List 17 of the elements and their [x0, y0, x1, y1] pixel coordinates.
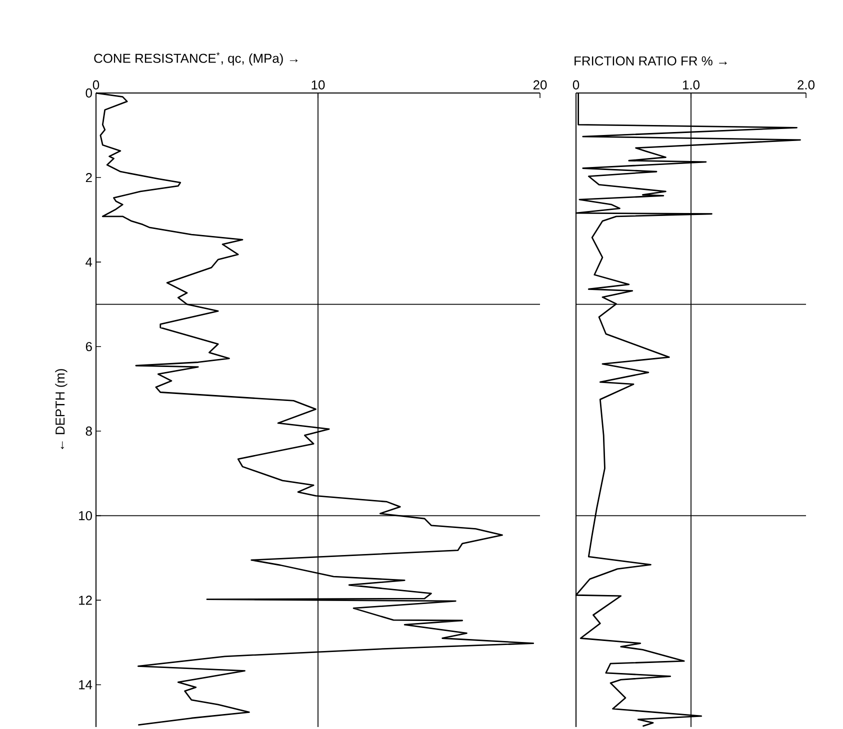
x-axis-title: FRICTION RATIO FR % → — [574, 56, 727, 66]
x-tick-label: 1.0 — [682, 80, 700, 90]
y-tick-label: 12 — [79, 596, 92, 605]
y-tick-label: 2 — [86, 173, 92, 182]
y-tick-label: 0 — [86, 88, 92, 98]
y-tick-label: 10 — [79, 511, 92, 520]
y-tick-label: 6 — [86, 342, 92, 352]
x-tick-label: 20 — [533, 80, 547, 90]
x-axis-title: CONE RESISTANCE$^{*}$, qc, (MPa) → — [94, 52, 298, 66]
y-axis-title: ← DEPTH (m) — [55, 369, 68, 450]
x-tick-label: 2.0 — [798, 80, 815, 90]
x-tick-label: 0 — [92, 80, 100, 90]
y-tick-label: 4 — [86, 258, 92, 267]
y-tick-label: 8 — [86, 426, 92, 436]
y-tick-label: 14 — [79, 680, 92, 690]
x-tick-label: 10 — [312, 80, 325, 90]
x-tick-label: 0 — [572, 80, 580, 90]
